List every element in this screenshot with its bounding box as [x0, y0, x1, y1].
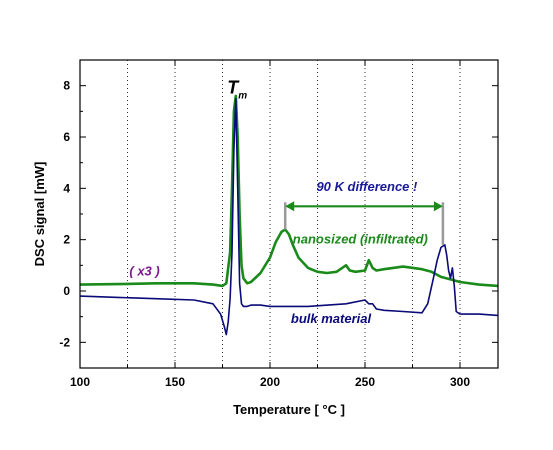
series-group — [79, 94, 499, 336]
difference-arrowhead-left — [285, 201, 295, 212]
difference-markers — [283, 201, 445, 245]
melting-peak-label-main: T — [227, 77, 240, 97]
y-tick-label: -2 — [59, 335, 70, 349]
x-axis-title: Temperature [ °C ] — [233, 402, 345, 417]
difference-arrowhead-right — [433, 201, 443, 212]
series-line-bulk — [79, 97, 499, 336]
difference-label: 90 K difference ! — [316, 179, 418, 194]
y-tick-label: 4 — [63, 181, 70, 195]
plot-frame — [79, 59, 499, 369]
nano-series-label: nanosized (infiltrated) — [293, 232, 428, 247]
y-axis-title: DSC signal [mW] — [32, 162, 47, 267]
y-tick-label: 6 — [63, 130, 70, 144]
x-tick-label: 100 — [70, 375, 90, 389]
axis-ticks: 100 150 200 250 300 -2 0 2 4 6 8 — [59, 59, 498, 389]
scale-factor-label: ( x3 ) — [129, 264, 159, 279]
grid-lines — [127, 60, 461, 368]
melting-peak-label-sub: m — [238, 90, 247, 101]
x-tick-label: 250 — [355, 375, 375, 389]
y-tick-label: 8 — [63, 79, 70, 93]
y-tick-label: 2 — [63, 233, 70, 247]
x-tick-label: 150 — [165, 375, 185, 389]
melting-peak-label: Tm — [227, 77, 247, 101]
x-tick-label: 300 — [450, 375, 470, 389]
bulk-series-label: bulk material — [291, 311, 372, 326]
x-tick-label: 200 — [260, 375, 280, 389]
series-line-nano — [79, 94, 499, 288]
y-tick-label: 0 — [63, 284, 70, 298]
